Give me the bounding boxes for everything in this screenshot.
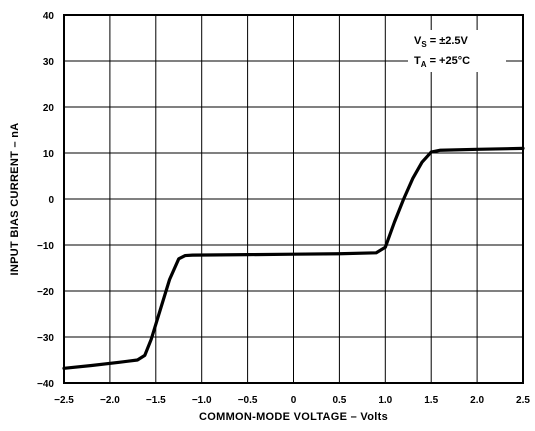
y-tick-label: 20 <box>43 103 55 114</box>
y-tick-label: 30 <box>43 57 55 68</box>
vs-sub: S <box>421 40 427 49</box>
x-tick-label: −1.5 <box>146 395 166 406</box>
y-tick-label: −40 <box>37 379 54 390</box>
x-tick-label: −0.5 <box>238 395 258 406</box>
x-tick-label: 0 <box>291 395 297 406</box>
temperature-annotation: TA = +25°C <box>414 55 470 69</box>
bias-current-curve <box>62 146 525 370</box>
y-tick-label: 10 <box>43 149 55 160</box>
y-axis-title: INPUT BIAS CURRENT – nA <box>9 123 21 276</box>
y-tick-label: 0 <box>48 195 54 206</box>
vs-rest: = ±2.5V <box>427 35 469 47</box>
y-tick-label: −10 <box>37 241 54 252</box>
y-tick-labels: −40 −30 −20 −10 0 10 20 30 40 <box>37 11 54 390</box>
ta-sub: A <box>421 60 427 69</box>
x-tick-label: −2.0 <box>100 395 120 406</box>
supply-voltage-annotation: VS = ±2.5V <box>414 35 469 49</box>
x-tick-label: 1.0 <box>378 395 392 406</box>
x-axis-title: COMMON-MODE VOLTAGE – Volts <box>199 411 388 423</box>
ta-main: T <box>414 55 421 67</box>
x-tick-label: 2.0 <box>470 395 484 406</box>
x-tick-label: 2.5 <box>516 395 530 406</box>
plot-frame <box>63 14 524 384</box>
annotation-background <box>408 30 506 72</box>
x-tick-label: 1.5 <box>424 395 438 406</box>
y-tick-label: 40 <box>43 11 55 22</box>
x-tick-labels: −2.5 −2.0 −1.5 −1.0 −0.5 0 0.5 1.0 1.5 2.0 2.5 <box>54 395 530 406</box>
x-tick-label: −2.5 <box>54 395 74 406</box>
y-tick-label: −30 <box>37 333 54 344</box>
x-tick-label: −1.0 <box>192 395 212 406</box>
y-tick-label: −20 <box>37 287 54 298</box>
ta-rest: = +25°C <box>427 55 471 67</box>
x-tick-label: 0.5 <box>332 395 346 406</box>
vs-main: V <box>414 35 422 47</box>
